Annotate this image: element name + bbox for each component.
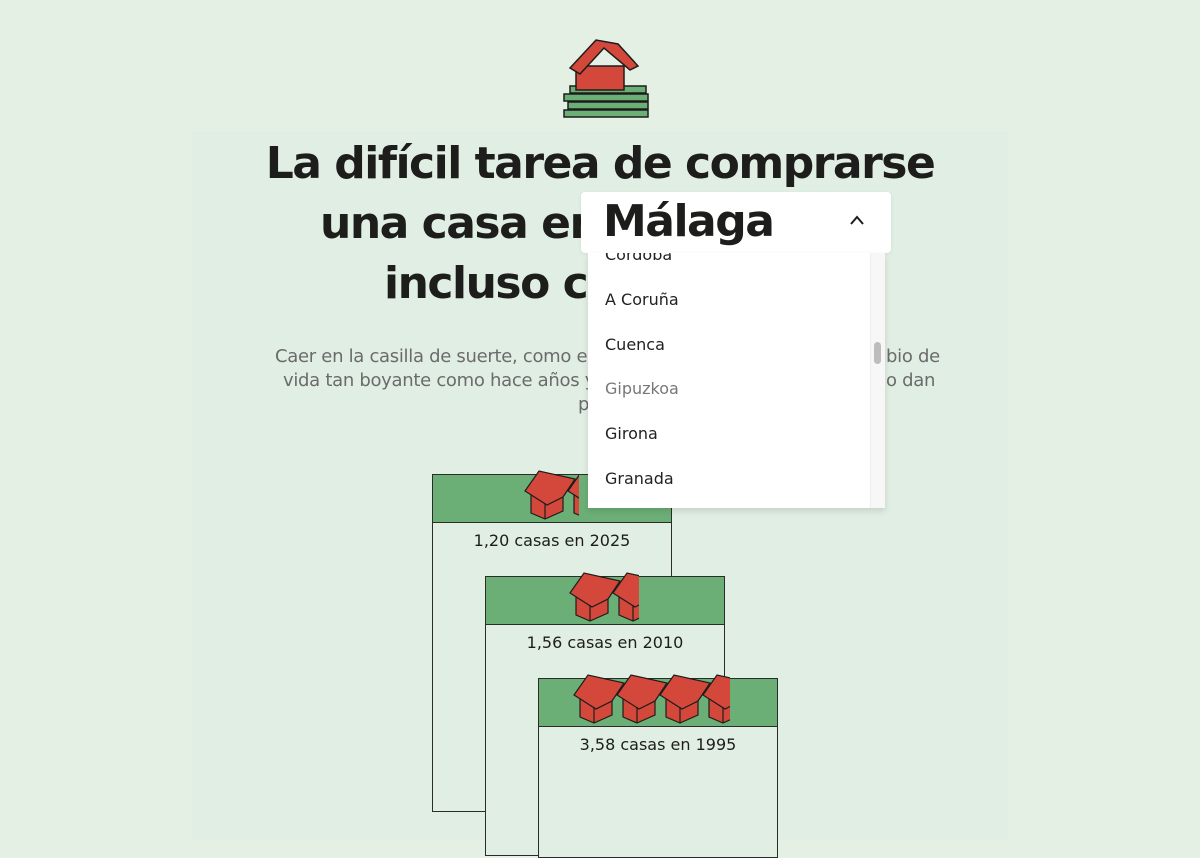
house-icon [523, 467, 576, 521]
page-title-line1: La difícil tarea de comprarse [265, 138, 936, 189]
option-a-coruna[interactable]: A Coruña [605, 290, 679, 309]
intro-text: p [578, 394, 590, 415]
page-title-line3: incluso co [384, 258, 617, 309]
house-icon [658, 671, 711, 725]
scrollbar-thumb[interactable] [874, 342, 881, 364]
card-label: 3,58 casas en 1995 [579, 735, 737, 754]
house-icon [615, 671, 668, 725]
card-header [539, 674, 777, 727]
intro-text: Caer en la casilla de suerte, como en [275, 346, 599, 367]
intro-text: o dan [886, 370, 936, 391]
chevron-up-icon[interactable] [849, 214, 865, 226]
option-gipuzkoa[interactable]: Gipuzkoa [605, 379, 679, 398]
houses-row [523, 467, 579, 521]
comparison-card-1995: 3,58 casas en 1995 [538, 674, 778, 858]
house-icon [568, 569, 621, 623]
house-icon [611, 569, 639, 623]
selected-province: Málaga [603, 196, 775, 247]
page-title-line2: una casa en [320, 198, 601, 249]
house-icon [572, 671, 625, 725]
intro-text: vida tan boyante como hace años y l [283, 370, 606, 391]
option-girona[interactable]: Girona [605, 424, 658, 443]
province-dropdown-list[interactable]: Córdoba A Coruña Cuenca Gipuzkoa Girona … [588, 253, 885, 508]
house-on-money-icon [563, 39, 649, 118]
option-cordoba[interactable]: Córdoba [605, 253, 673, 264]
intro-text: bio de [886, 346, 940, 367]
card-label: 1,20 casas en 2025 [473, 531, 631, 550]
card-label: 1,56 casas en 2010 [526, 633, 684, 652]
scrollbar[interactable] [870, 253, 885, 508]
houses-row [572, 671, 730, 725]
card-header [486, 572, 724, 625]
option-cuenca[interactable]: Cuenca [605, 335, 665, 354]
province-select[interactable]: Málaga [581, 192, 891, 253]
house-icon [566, 467, 579, 521]
option-granada[interactable]: Granada [605, 469, 674, 488]
houses-row [568, 569, 639, 623]
house-icon [701, 671, 730, 725]
